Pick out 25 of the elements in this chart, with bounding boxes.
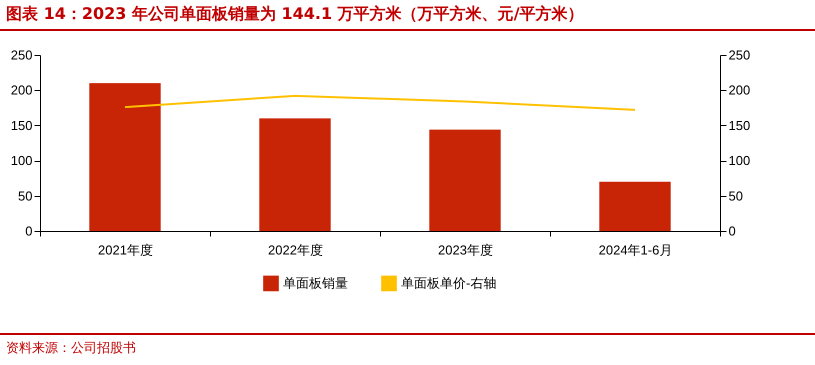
y2-tick-label: 100 [728, 153, 750, 168]
bar [599, 182, 671, 231]
y-tick-label: 200 [10, 82, 32, 98]
y-tick-label: 100 [10, 153, 32, 168]
line-series [124, 94, 636, 111]
x-tick-label: 2023年度 [438, 242, 493, 258]
x-tick-label: 2021年度 [98, 242, 153, 258]
x-tick-label: 2022年度 [268, 242, 323, 258]
y-tick-label: 150 [10, 118, 32, 133]
legend-label: 单面板单价-右轴 [401, 275, 496, 290]
legend-label: 单面板销量 [283, 275, 348, 290]
y-tick-label: 0 [25, 224, 32, 238]
y-tick-label: 50 [18, 188, 32, 204]
chart-title: 图表 14：2023 年公司单面板销量为 144.1 万平方米（万平方米、元/平方米） [0, 0, 815, 31]
y-tick-label: 250 [10, 48, 32, 62]
y2-tick-label: 250 [728, 48, 750, 62]
bar [89, 83, 161, 231]
x-tick-label: 2024年1-6月 [598, 242, 672, 258]
bar [429, 130, 501, 231]
bar [259, 118, 331, 231]
y2-tick-label: 50 [728, 188, 743, 204]
y2-tick-label: 0 [728, 224, 736, 238]
y2-tick-label: 150 [728, 118, 750, 133]
text: 资料来源：公司招股书 [0, 333, 815, 361]
y2-tick-label: 200 [728, 82, 750, 98]
